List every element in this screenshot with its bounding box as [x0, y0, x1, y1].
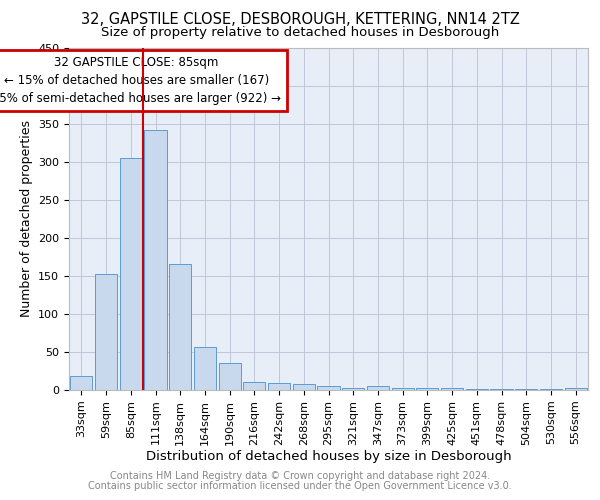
Bar [540, 389, 562, 390]
Bar [392, 388, 414, 390]
Bar [293, 384, 315, 390]
Bar [268, 383, 290, 390]
Text: Contains HM Land Registry data © Crown copyright and database right 2024.: Contains HM Land Registry data © Crown c… [110, 471, 490, 481]
Y-axis label: Number of detached properties: Number of detached properties [20, 120, 32, 318]
Bar [169, 264, 191, 390]
Text: 32, GAPSTILE CLOSE, DESBOROUGH, KETTERING, NN14 2TZ: 32, GAPSTILE CLOSE, DESBOROUGH, KETTERIN… [80, 12, 520, 28]
X-axis label: Distribution of detached houses by size in Desborough: Distribution of detached houses by size … [146, 450, 511, 464]
Bar [515, 389, 538, 390]
Bar [367, 386, 389, 390]
Bar [70, 376, 92, 390]
Bar [194, 346, 216, 390]
Bar [490, 389, 512, 390]
Bar [145, 130, 167, 390]
Bar [342, 388, 364, 390]
Text: 32 GAPSTILE CLOSE: 85sqm
← 15% of detached houses are smaller (167)
85% of semi-: 32 GAPSTILE CLOSE: 85sqm ← 15% of detach… [0, 56, 281, 105]
Text: Contains public sector information licensed under the Open Government Licence v3: Contains public sector information licen… [88, 481, 512, 491]
Bar [119, 158, 142, 390]
Bar [243, 382, 265, 390]
Text: Size of property relative to detached houses in Desborough: Size of property relative to detached ho… [101, 26, 499, 39]
Bar [466, 389, 488, 390]
Bar [218, 364, 241, 390]
Bar [317, 386, 340, 390]
Bar [565, 388, 587, 390]
Bar [441, 388, 463, 390]
Bar [416, 388, 439, 390]
Bar [95, 274, 117, 390]
